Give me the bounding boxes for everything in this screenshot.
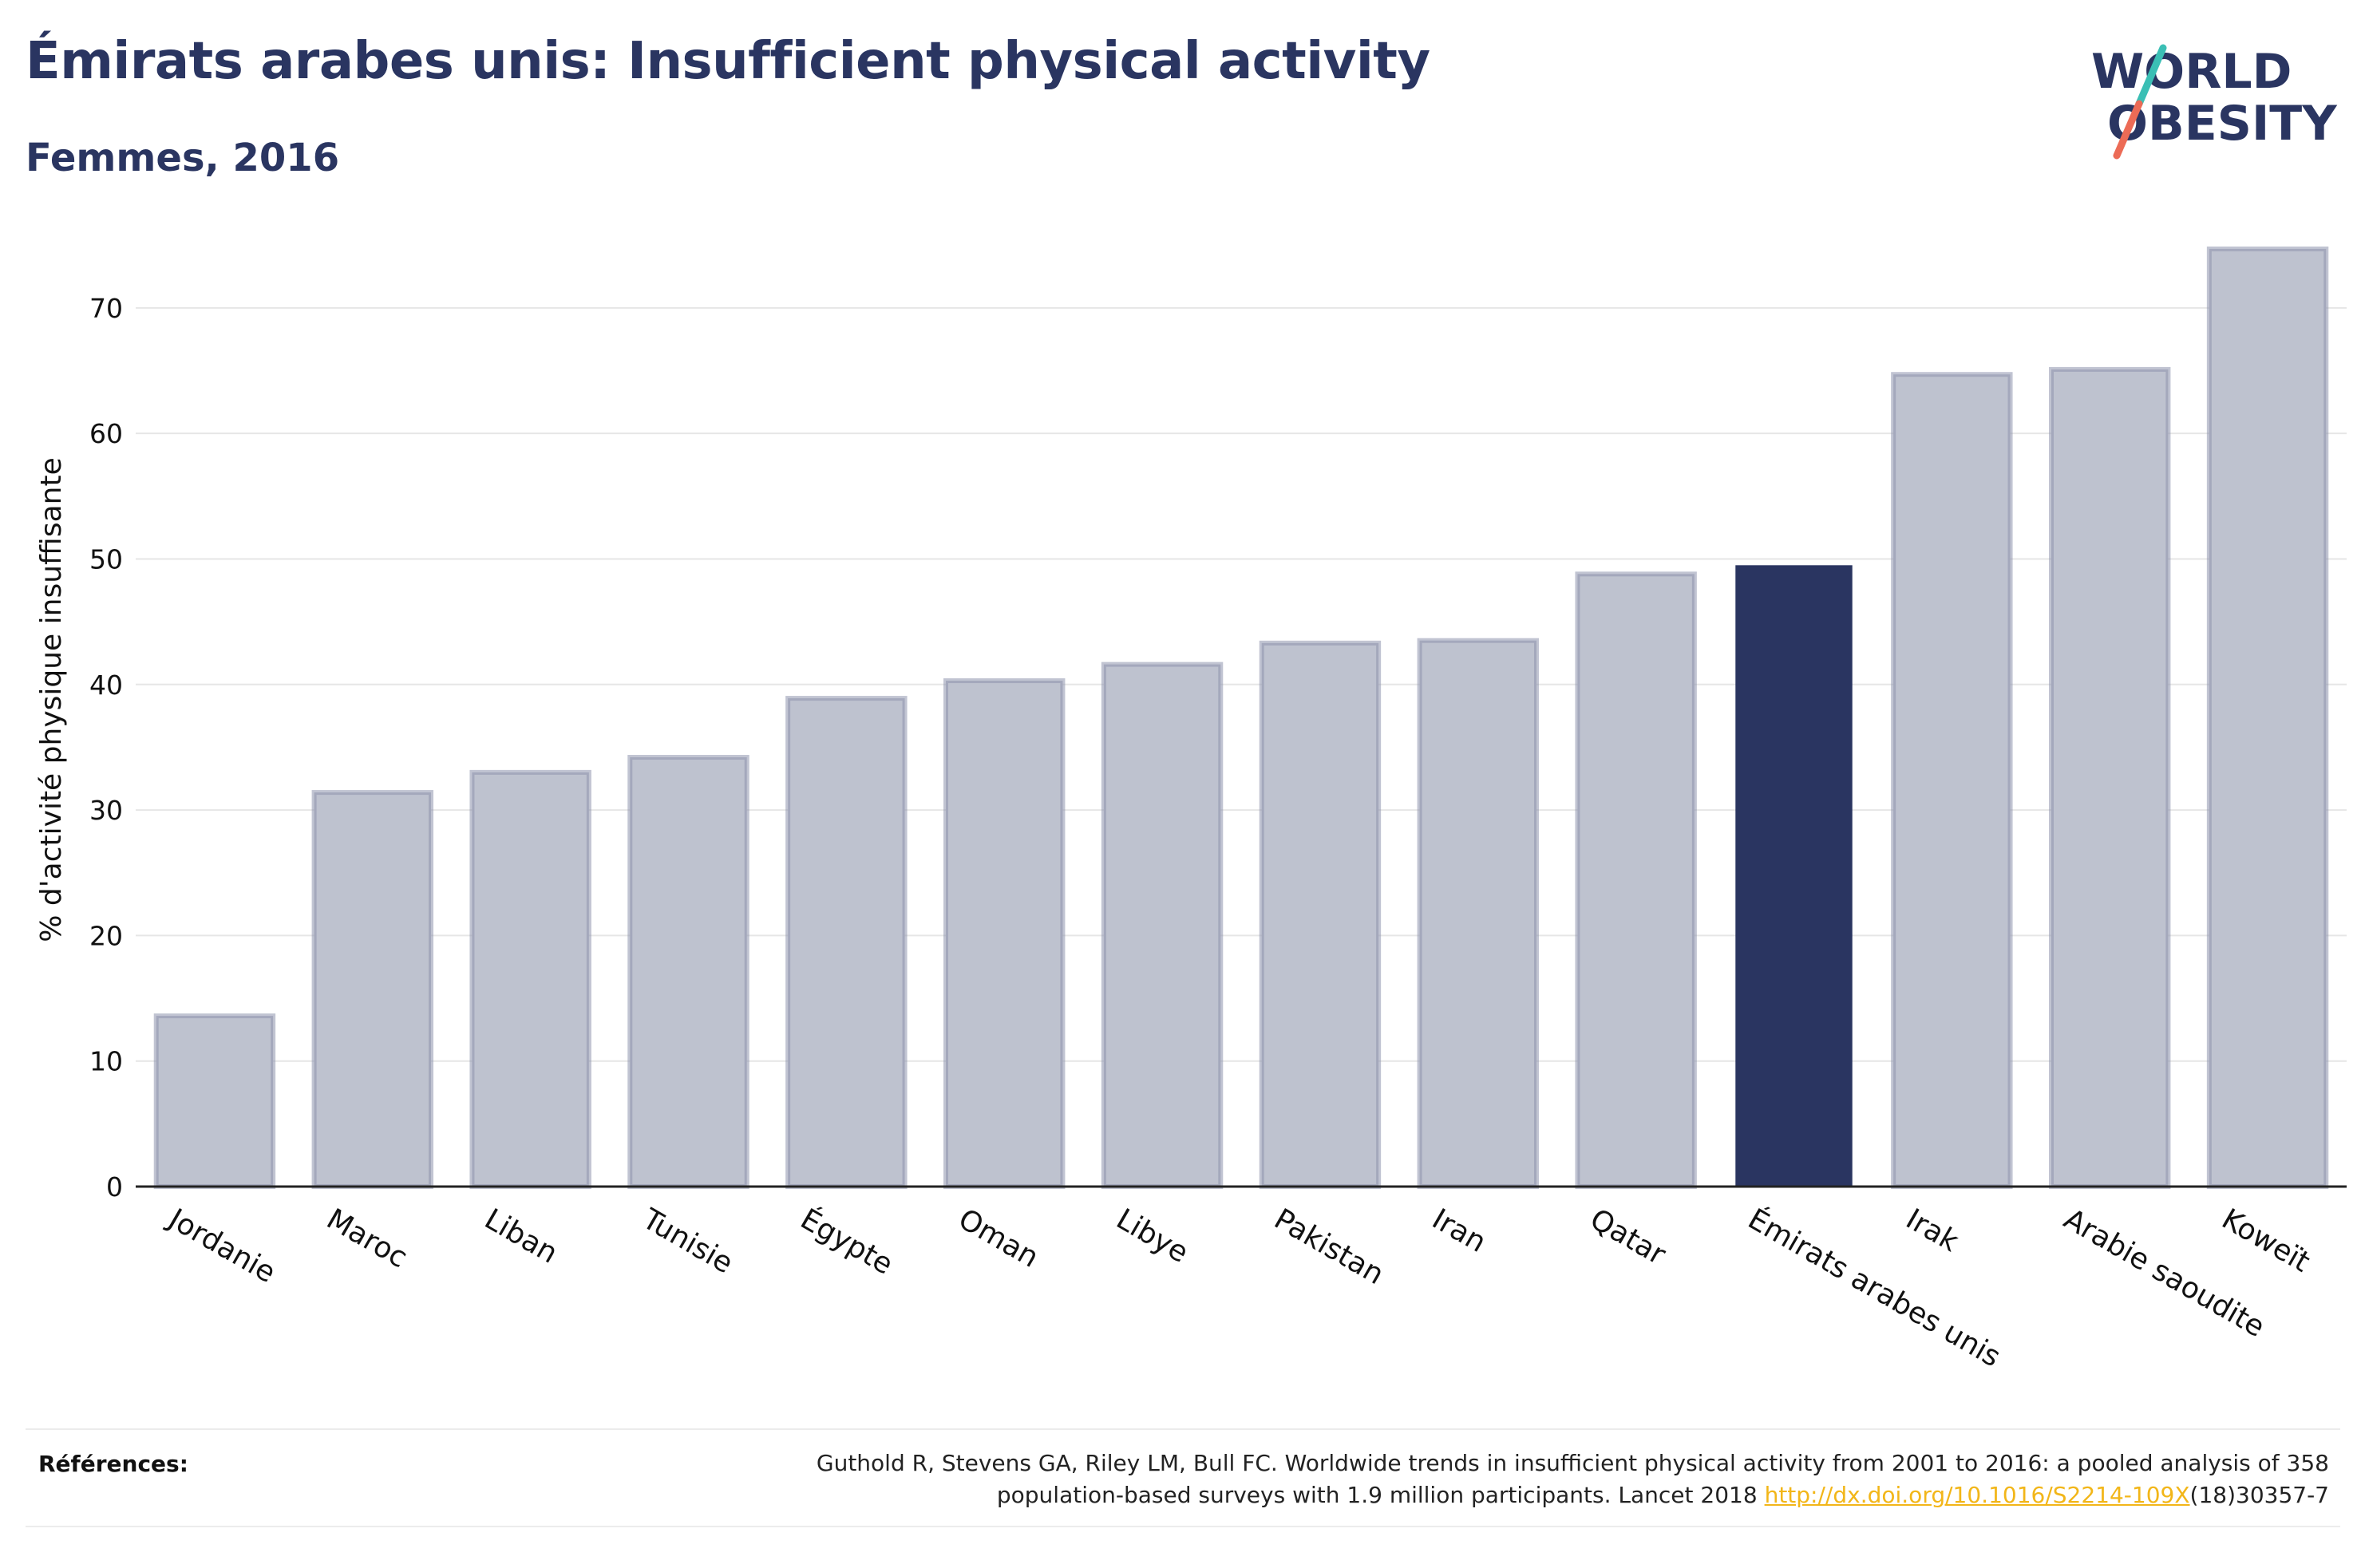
logo-slash-top xyxy=(2135,44,2167,108)
y-tick-label: 40 xyxy=(89,669,123,701)
y-tick-label: 50 xyxy=(89,543,123,575)
references-text: Guthold R, Stevens GA, Riley LM, Bull FC… xyxy=(493,1448,2329,1511)
bar xyxy=(2206,246,2329,1190)
reference-doi-link[interactable]: http://dx.doi.org/10.1016/S2214-109X xyxy=(1764,1482,2190,1508)
x-tick-label: Maroc xyxy=(321,1203,413,1274)
bar xyxy=(1735,565,1853,1187)
bar xyxy=(1891,372,2013,1189)
chart-title: Émirats arabes unis: Insufficient physic… xyxy=(26,32,1430,91)
x-tick-label: Émirats arabes unis xyxy=(1742,1202,2007,1373)
x-tick-label: Oman xyxy=(953,1203,1044,1274)
bar xyxy=(311,790,433,1189)
bar xyxy=(153,1013,276,1189)
x-tick-label: Koweït xyxy=(2217,1203,2316,1278)
x-tick-label: Libye xyxy=(1111,1203,1194,1270)
bar-chart: 0 10 20 30 40 50 60 70 Jordanie Maroc Liban Tunisie… xyxy=(35,246,2347,1374)
x-tick-label: Pakistan xyxy=(1268,1203,1389,1291)
y-tick-label: 30 xyxy=(89,795,123,826)
x-tick-label: Jordanie xyxy=(162,1202,281,1290)
x-tick-label: Égypte xyxy=(795,1202,899,1281)
y-tick-label: 0 xyxy=(106,1171,123,1203)
x-tick-label: Qatar xyxy=(1584,1203,1671,1271)
references-divider-top xyxy=(26,1428,2340,1430)
logo-graphic: WORLD OBESITY xyxy=(2091,44,2338,160)
x-tick-label: Tunisie xyxy=(636,1203,738,1281)
chart-subtitle: Femmes, 2016 xyxy=(26,136,340,180)
reference-line-2-start: population-based surveys with 1.9 millio… xyxy=(996,1482,1765,1508)
x-tick-label: Iran xyxy=(1426,1203,1491,1259)
bar xyxy=(1101,662,1224,1189)
world-obesity-logo: WORLD OBESITY xyxy=(2075,32,2347,168)
references-divider-bottom xyxy=(26,1526,2340,1527)
y-tick-label: 10 xyxy=(89,1046,123,1077)
logo-slash-bottom xyxy=(2113,100,2143,160)
reference-line-1: Guthold R, Stevens GA, Riley LM, Bull FC… xyxy=(816,1450,2329,1476)
logo-word-1: WORLD xyxy=(2091,44,2292,100)
y-tick-label: 20 xyxy=(89,920,123,951)
reference-line-2-end: (18)30357-7 xyxy=(2189,1482,2329,1508)
x-tick-label: Liban xyxy=(479,1203,563,1270)
x-tick-label: Irak xyxy=(1900,1203,1964,1258)
y-axis-label: % d'activité physique insuffisante xyxy=(35,457,68,942)
logo-word-2: OBESITY xyxy=(2107,96,2338,152)
bar xyxy=(469,769,591,1189)
bar xyxy=(2049,366,2171,1190)
y-tick-label: 70 xyxy=(89,293,123,324)
y-tick-label: 60 xyxy=(89,418,123,449)
bar xyxy=(943,678,1066,1189)
bar xyxy=(627,755,749,1189)
bar xyxy=(1259,640,1382,1189)
bars xyxy=(153,246,2329,1190)
grid-lines xyxy=(136,306,2347,1062)
bar xyxy=(1417,638,1539,1189)
references-label: Références: xyxy=(38,1451,188,1477)
bar xyxy=(785,696,908,1189)
bar xyxy=(1575,571,1697,1189)
